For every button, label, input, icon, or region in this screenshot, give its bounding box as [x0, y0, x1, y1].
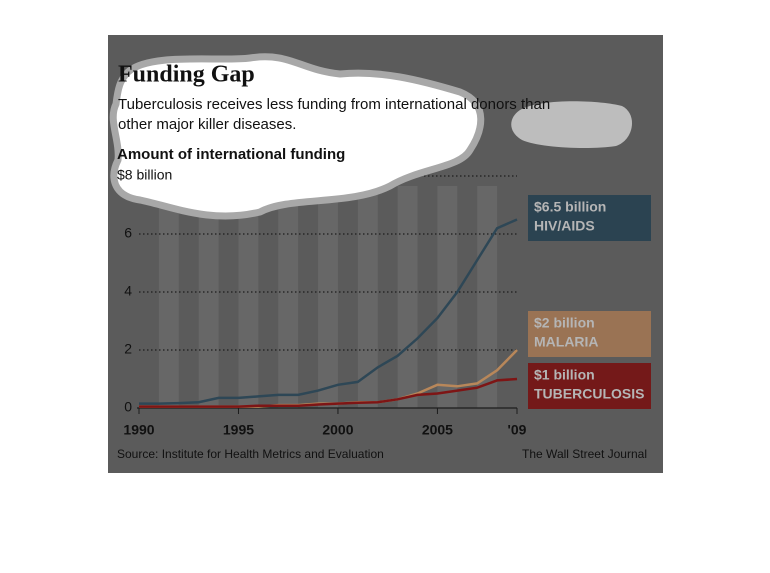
- subtitle-box: Tuberculosis receives less funding from …: [118, 96, 551, 133]
- series-line: [139, 377, 518, 408]
- x-tick-label: 2000: [322, 422, 353, 438]
- stripe: [357, 186, 378, 408]
- grid: 0 2 4 6 1990 1995 2000 2005 '09: [123, 175, 527, 438]
- x-tick-label: '09: [508, 422, 527, 438]
- legend-value: $6.5 billion: [534, 199, 606, 215]
- y-tick-label: 2: [124, 341, 132, 357]
- stripe: [318, 186, 338, 408]
- series-line: [139, 218, 518, 405]
- y-tick-label: $8 billion: [117, 167, 172, 183]
- legend-name: MALARIA: [534, 334, 599, 350]
- credit: The Wall Street Journal: [522, 447, 647, 461]
- lines: [139, 218, 518, 408]
- chart-title: Funding Gap: [118, 62, 255, 88]
- cloud: [109, 53, 485, 220]
- stripe: [477, 186, 498, 408]
- x-tick-label: 1990: [123, 422, 154, 438]
- stripe: [397, 186, 418, 408]
- foreground: $8 billion $6.5 billion HIV/AIDS $2 billion…: [117, 167, 651, 409]
- subtitle: Tuberculosis receives less funding from …: [118, 96, 551, 133]
- legend-box: [528, 363, 651, 409]
- x-tick-label: 2005: [422, 422, 453, 438]
- legend-value: $1 billion: [534, 367, 595, 383]
- stripe: [437, 186, 458, 408]
- y-axis-label: Amount of international funding: [117, 146, 345, 163]
- stripe: [198, 186, 219, 408]
- legend-box: [528, 311, 651, 357]
- legend-name: HIV/AIDS: [534, 218, 595, 234]
- legend-box: [528, 195, 651, 241]
- y-tick-label: 4: [124, 283, 132, 299]
- y-tick-label: 6: [124, 225, 132, 241]
- cloud-small: [511, 101, 633, 148]
- source: Source: Institute for Health Metrics and…: [117, 447, 384, 461]
- legend-name: TUBERCULOSIS: [534, 386, 644, 402]
- legend-value: $2 billion: [534, 315, 595, 331]
- stripe: [278, 186, 299, 408]
- y-tick-label: 0: [124, 399, 132, 415]
- stripe: [238, 186, 259, 408]
- stripe: [158, 186, 179, 408]
- x-tick-label: 1995: [223, 422, 254, 438]
- stripes: [158, 186, 498, 408]
